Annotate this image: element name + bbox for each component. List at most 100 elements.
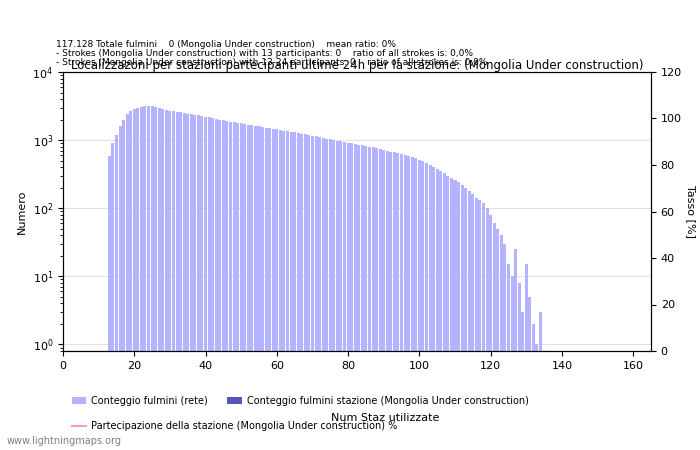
Bar [197,116,200,450]
Bar [239,123,243,450]
Bar [111,143,114,450]
Bar [290,132,293,450]
Bar [125,114,129,450]
Bar [176,112,178,450]
Bar [229,122,232,450]
Bar [321,138,325,450]
Bar [190,114,193,450]
Bar [375,148,378,450]
Title: Localizzazoni per stazioni partecipanti ultime 24h per la stazione: (Mongolia Un: Localizzazoni per stazioni partecipanti … [71,59,643,72]
Bar [133,108,136,450]
Bar [179,112,182,450]
Bar [350,143,354,450]
Bar [536,344,538,450]
Bar [136,108,139,450]
Bar [329,139,332,450]
Bar [268,128,271,450]
Bar [500,235,503,450]
Bar [464,188,467,450]
Bar [346,143,349,450]
Bar [522,312,524,450]
Bar [372,148,375,450]
Bar [279,130,282,450]
Bar [482,203,485,450]
Bar [525,264,528,450]
Bar [411,157,414,450]
Bar [275,129,279,450]
Bar [532,324,535,450]
Bar [343,142,346,450]
Bar [357,144,360,450]
Bar [130,111,132,450]
Text: www.lightningmaps.org: www.lightningmaps.org [7,436,122,446]
Bar [172,111,175,450]
Bar [118,126,122,450]
Bar [225,121,228,450]
Bar [332,140,335,450]
Bar [340,141,342,450]
Bar [258,126,260,450]
Bar [393,153,396,450]
Bar [528,297,531,450]
Bar [304,135,307,450]
Bar [326,139,328,450]
Bar [158,108,161,450]
Bar [218,120,221,450]
Bar [400,154,403,450]
Bar [150,106,153,450]
Bar [418,160,421,450]
Bar [517,283,521,450]
Bar [215,119,218,450]
Bar [115,135,118,450]
Bar [404,155,407,450]
Text: - Strokes (Mongolia Under construction) with 13 participants: 0    ratio of all : - Strokes (Mongolia Under construction) … [56,49,473,58]
Bar [475,198,478,450]
Bar [396,153,400,450]
Bar [251,125,253,450]
Bar [193,115,197,450]
Y-axis label: Numero: Numero [17,189,27,234]
Bar [161,108,164,450]
Bar [478,200,482,450]
Legend: Partecipazione della stazione (Mongolia Under construction) %: Partecipazione della stazione (Mongolia … [68,417,401,435]
Bar [140,107,143,450]
Bar [204,117,207,450]
Bar [154,107,158,450]
Bar [360,145,364,450]
Bar [247,125,250,450]
Bar [293,132,296,450]
Bar [261,127,264,450]
Bar [503,244,506,450]
Bar [414,158,417,450]
Bar [307,135,310,450]
Bar [300,134,303,450]
Bar [365,146,368,450]
Bar [382,150,385,450]
Bar [425,163,428,450]
Bar [454,180,456,450]
Bar [311,136,314,450]
Bar [510,276,514,450]
Bar [471,194,475,450]
Bar [354,144,357,450]
Bar [368,147,371,450]
Bar [243,124,246,450]
Bar [468,191,471,450]
Bar [282,130,286,450]
Bar [236,123,239,450]
Bar [183,113,186,450]
Bar [447,176,449,450]
Bar [164,110,168,450]
Bar [272,129,275,450]
Bar [428,165,432,450]
Bar [386,151,389,450]
Bar [389,152,393,450]
Bar [318,137,321,450]
Bar [450,178,453,450]
Bar [265,127,267,450]
Text: 117.128 Totale fulmini    0 (Mongolia Under construction)    mean ratio: 0%: 117.128 Totale fulmini 0 (Mongolia Under… [56,40,396,49]
Bar [435,169,439,450]
Bar [169,111,172,450]
Bar [186,113,189,450]
Bar [314,136,318,450]
